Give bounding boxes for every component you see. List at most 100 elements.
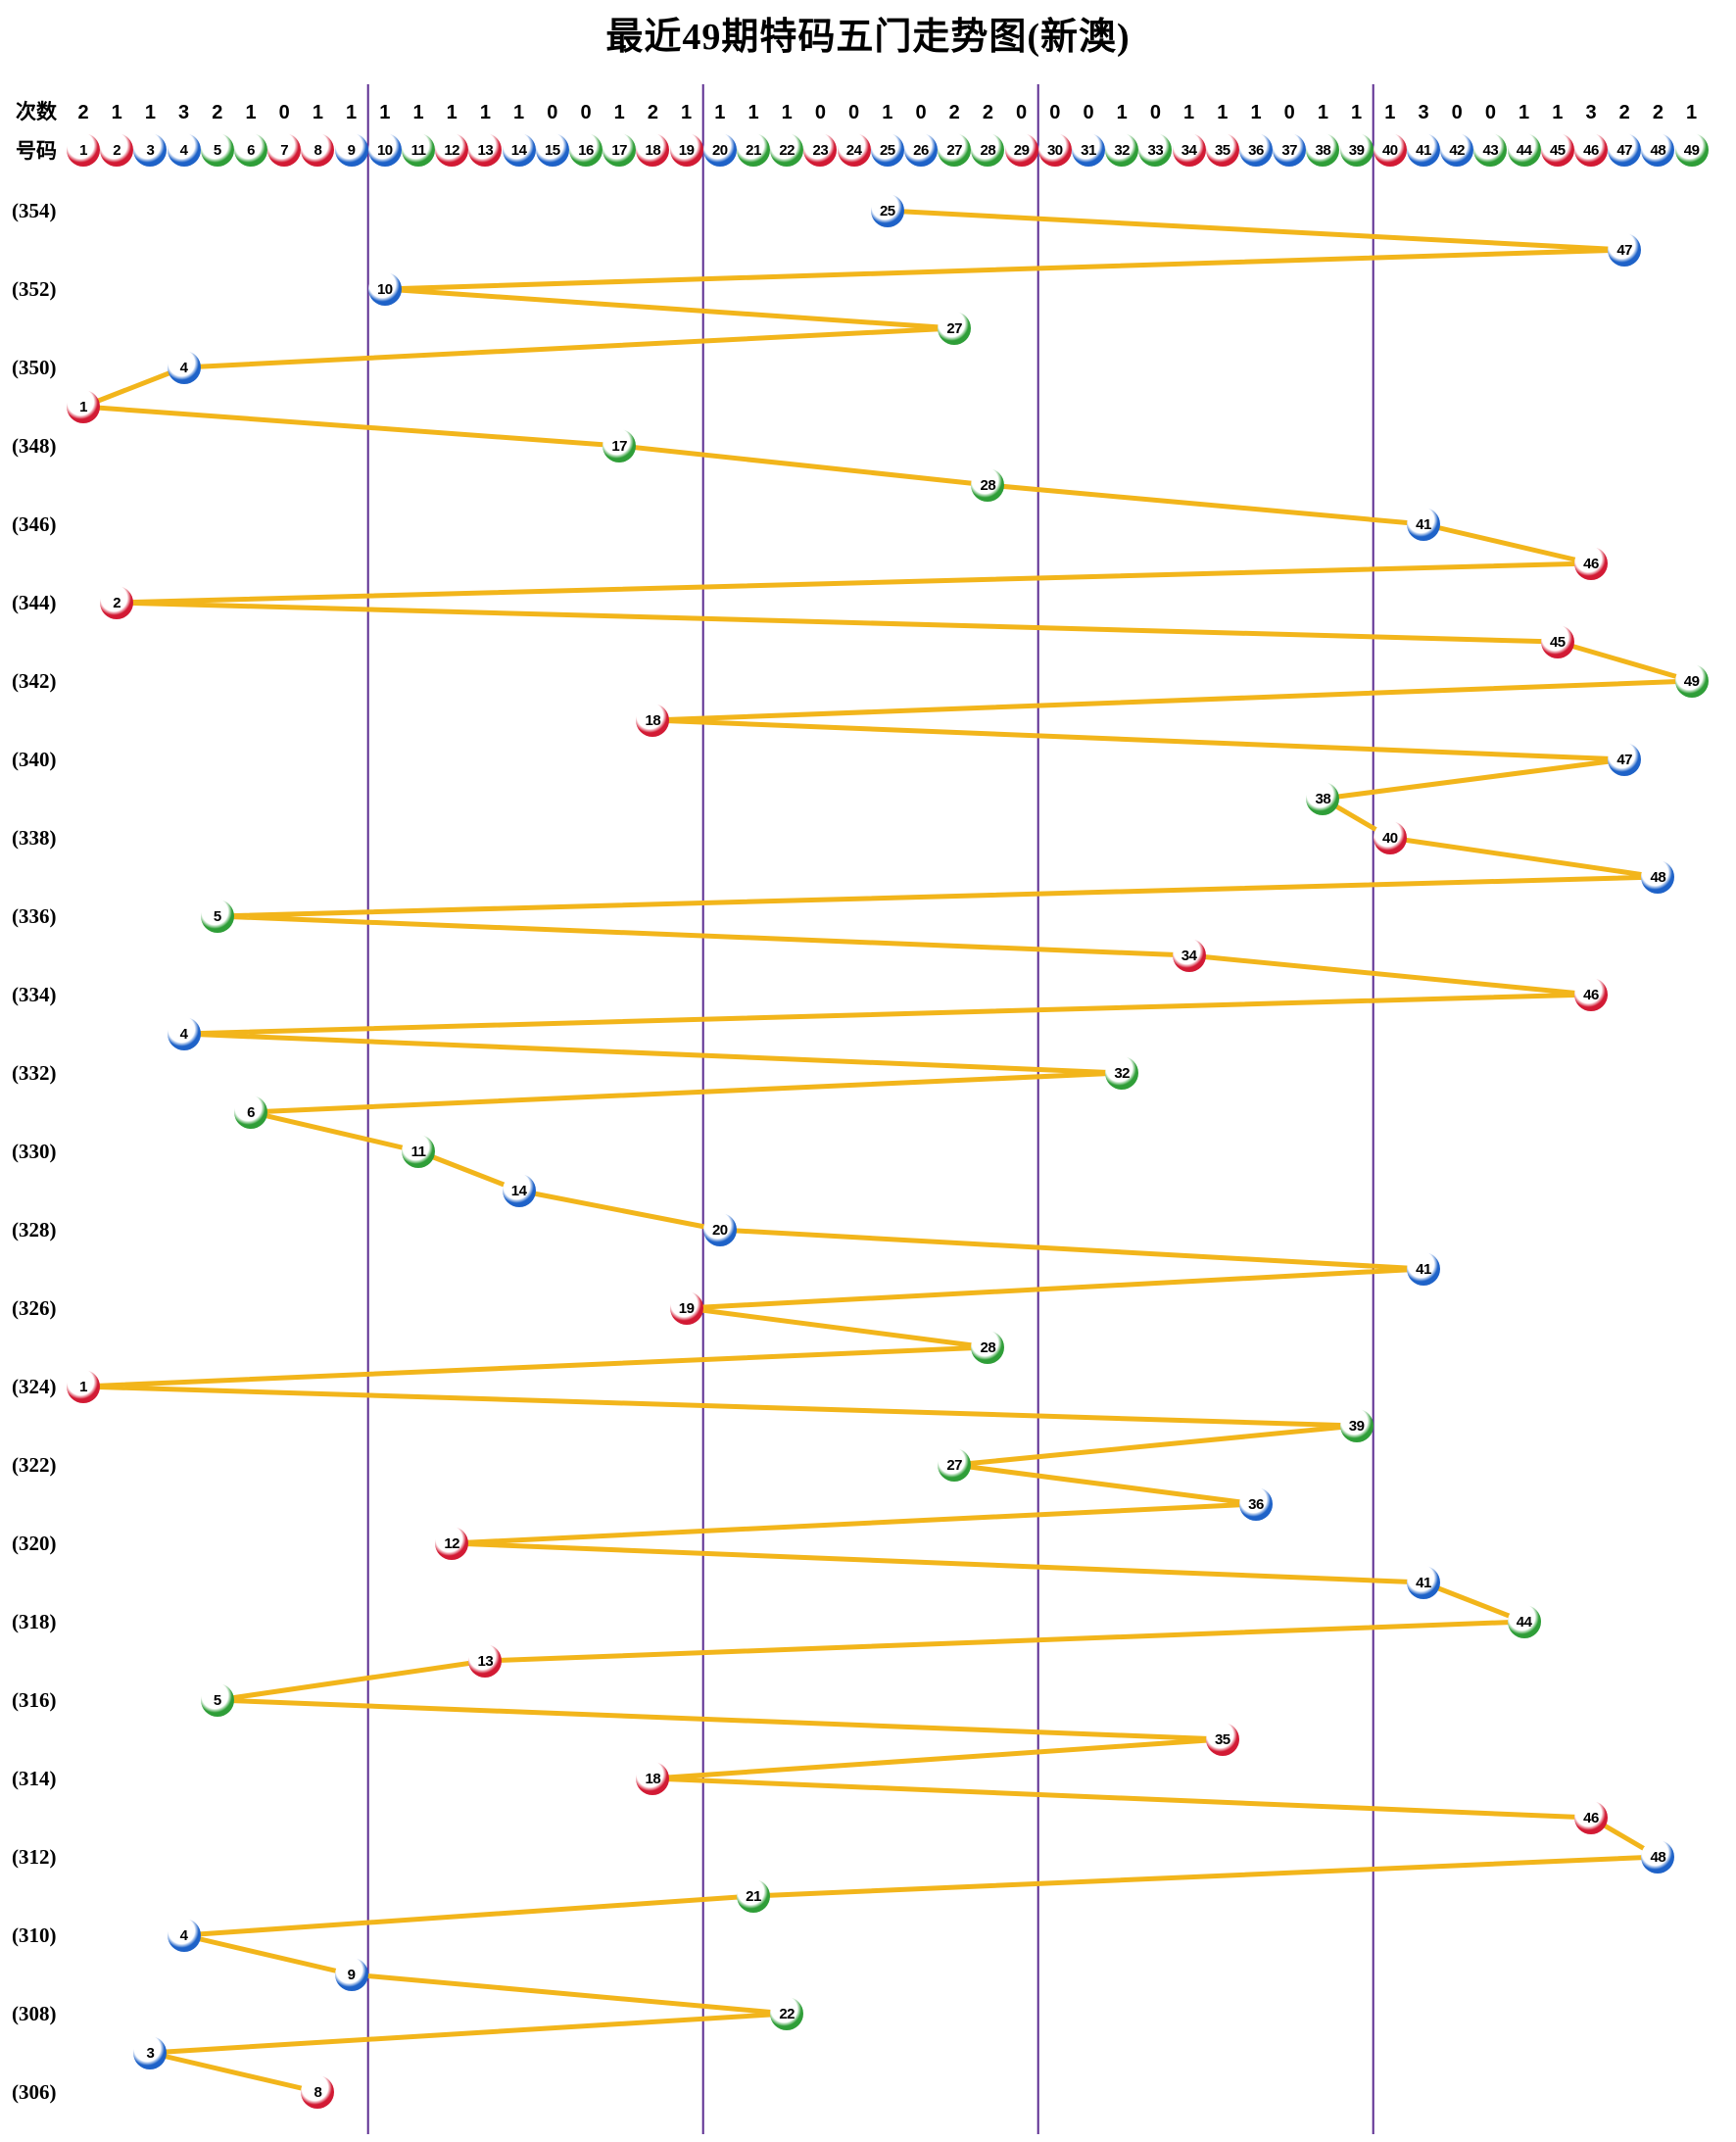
- header-ball-blue: 25: [870, 133, 904, 167]
- count-value: 0: [1049, 102, 1061, 123]
- count-value: 1: [479, 102, 491, 123]
- trend-ball-red: 46: [1574, 978, 1608, 1011]
- header-ball-blue: 31: [1072, 133, 1105, 167]
- trend-ball-green: 21: [737, 1879, 770, 1913]
- header-ball-green: 49: [1674, 133, 1709, 167]
- count-value: 3: [1585, 102, 1597, 123]
- period-label: (338): [12, 826, 57, 850]
- header-ball-blue: 36: [1239, 133, 1273, 167]
- header-ball-blue: 3: [133, 133, 168, 167]
- numbers-row-label: 号码: [16, 140, 57, 163]
- count-value: 1: [379, 102, 391, 123]
- count-value: 1: [346, 102, 358, 123]
- trend-ball-red: 40: [1373, 821, 1407, 854]
- count-value: 0: [1016, 102, 1028, 123]
- trend-ball-green: 39: [1339, 1409, 1374, 1442]
- header-ball-green: 44: [1507, 133, 1541, 167]
- count-value: 1: [1183, 102, 1195, 123]
- count-value: 1: [111, 102, 122, 123]
- counts-row-label: 次数: [16, 101, 57, 123]
- count-value: 0: [915, 102, 927, 123]
- count-value: 0: [848, 102, 860, 123]
- count-value: 0: [1083, 102, 1094, 123]
- period-label: (344): [12, 591, 57, 614]
- trend-ball-red: 18: [636, 1762, 670, 1795]
- trend-ball-blue: 3: [133, 2036, 168, 2069]
- header-ball-red: 29: [1004, 133, 1038, 167]
- count-value: 3: [1418, 102, 1429, 123]
- trend-ball-blue: 48: [1641, 1840, 1675, 1874]
- period-label: (312): [12, 1845, 57, 1869]
- count-value: 0: [580, 102, 592, 123]
- header-ball-green: 32: [1105, 133, 1139, 167]
- trend-ball-blue: 14: [502, 1174, 536, 1207]
- header-ball-blue: 42: [1440, 133, 1474, 167]
- count-value: 2: [1618, 102, 1630, 123]
- trend-ball-green: 5: [200, 1683, 234, 1717]
- trend-polyline: [80, 208, 1695, 2095]
- header-ball-green: 21: [737, 133, 770, 167]
- trend-ball-blue: 41: [1407, 1252, 1440, 1286]
- page-title: 最近49期特码五门走势图(新澳): [605, 17, 1131, 58]
- count-value: 1: [1351, 102, 1363, 123]
- trend-ball-red: 35: [1205, 1723, 1239, 1756]
- trend-ball-red: 1: [67, 1370, 100, 1403]
- trend-ball-green: 44: [1507, 1605, 1541, 1638]
- count-value: 1: [312, 102, 323, 123]
- period-label: (346): [12, 512, 57, 536]
- period-label: (328): [12, 1218, 57, 1241]
- header-ball-red: 40: [1373, 133, 1407, 167]
- trend-ball-green: 28: [971, 468, 1005, 502]
- period-label: (342): [12, 669, 57, 693]
- trend-ball-blue: 41: [1407, 508, 1440, 541]
- header-ball-green: 27: [938, 133, 972, 167]
- trend-ball-blue: 25: [870, 194, 904, 227]
- count-value: 0: [278, 102, 290, 123]
- trend-ball-green: 22: [770, 1997, 804, 2030]
- count-value: 2: [982, 102, 993, 123]
- header-ball-red: 35: [1205, 133, 1239, 167]
- count-value: 1: [613, 102, 625, 123]
- header-ball-red: 13: [468, 133, 503, 167]
- header-ball-blue: 26: [904, 133, 938, 167]
- header-ball-green: 17: [603, 133, 637, 167]
- trend-ball-red: 46: [1574, 547, 1608, 580]
- header-ball-red: 30: [1037, 133, 1072, 167]
- period-label: (340): [12, 748, 57, 771]
- count-value: 2: [77, 102, 89, 123]
- count-value: 1: [1116, 102, 1128, 123]
- trend-ball-blue: 47: [1608, 233, 1642, 267]
- header-ball-red: 24: [837, 133, 871, 167]
- trend-ball-red: 1: [67, 390, 100, 423]
- header-ball-blue: 4: [167, 133, 201, 167]
- count-value: 2: [1652, 102, 1664, 123]
- count-value: 1: [1217, 102, 1229, 123]
- header-ball-blue: 20: [702, 133, 737, 167]
- header-ball-red: 34: [1172, 133, 1206, 167]
- header-ball-blue: 41: [1407, 133, 1440, 167]
- period-label: (308): [12, 2002, 57, 2025]
- count-value: 1: [412, 102, 424, 123]
- count-value: 1: [747, 102, 759, 123]
- trend-ball-blue: 10: [367, 272, 402, 306]
- header-ball-red: 7: [267, 133, 302, 167]
- count-value: 1: [446, 102, 458, 123]
- period-label: (318): [12, 1610, 57, 1633]
- period-label: (350): [12, 356, 57, 379]
- period-label: (352): [12, 277, 57, 301]
- header-ball-green: 38: [1306, 133, 1340, 167]
- trend-ball-blue: 9: [334, 1958, 368, 1991]
- header-ball-blue: 37: [1273, 133, 1307, 167]
- period-label: (326): [12, 1296, 57, 1320]
- trend-ball-blue: 20: [702, 1213, 737, 1246]
- count-value: 1: [1686, 102, 1698, 123]
- count-value: 0: [1484, 102, 1496, 123]
- count-value: 1: [681, 102, 693, 123]
- count-value: 3: [178, 102, 190, 123]
- count-value: 1: [1317, 102, 1328, 123]
- header-ball-blue: 48: [1641, 133, 1675, 167]
- count-value: 1: [245, 102, 257, 123]
- header-ball-green: 6: [234, 133, 267, 167]
- header-ball-blue: 9: [334, 133, 368, 167]
